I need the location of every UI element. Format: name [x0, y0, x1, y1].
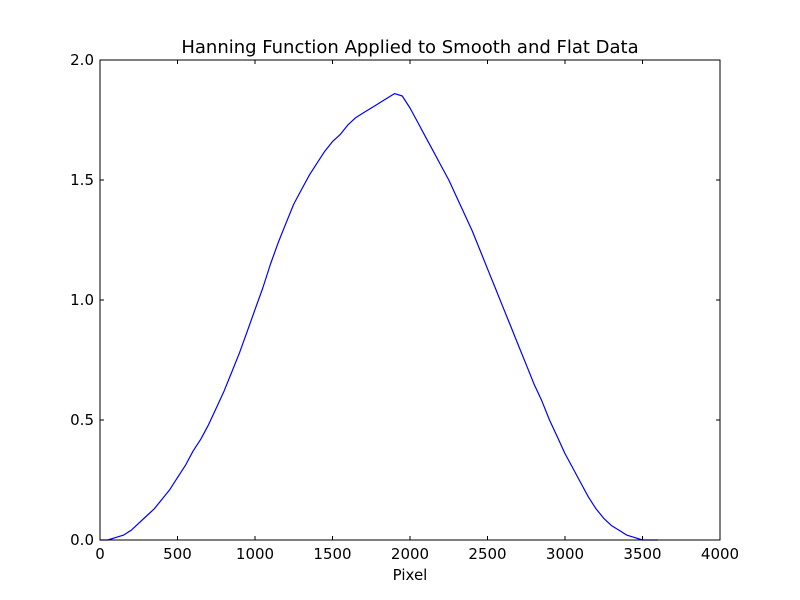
x-axis-label: Pixel — [393, 566, 428, 584]
x-tick-label: 4000 — [701, 545, 739, 563]
x-tick-label: 0 — [95, 545, 105, 563]
x-tick-label: 500 — [163, 545, 192, 563]
plot-area — [100, 60, 720, 540]
x-tick-label: 2500 — [468, 545, 506, 563]
x-tick-label: 1000 — [236, 545, 274, 563]
y-tick-label: 0.0 — [70, 531, 94, 549]
x-tick-label: 2000 — [391, 545, 429, 563]
series-line-0 — [100, 92, 658, 541]
x-tick-label: 3500 — [623, 545, 661, 563]
y-tick-label: 1.0 — [70, 291, 94, 309]
x-tick-label: 3000 — [546, 545, 584, 563]
y-tick-label: 1.5 — [70, 171, 94, 189]
ticks-layer: 0 500 1000 1500 2000 2500 3000 3500 4000 0.0 0.5 1.… — [70, 51, 739, 563]
y-tick-label: 2.0 — [70, 51, 94, 69]
x-tick-label: 1500 — [313, 545, 351, 563]
chart-title: Hanning Function Applied to Smooth and F… — [181, 37, 638, 58]
y-tick-label: 0.5 — [70, 411, 94, 429]
series-layer — [100, 92, 658, 541]
